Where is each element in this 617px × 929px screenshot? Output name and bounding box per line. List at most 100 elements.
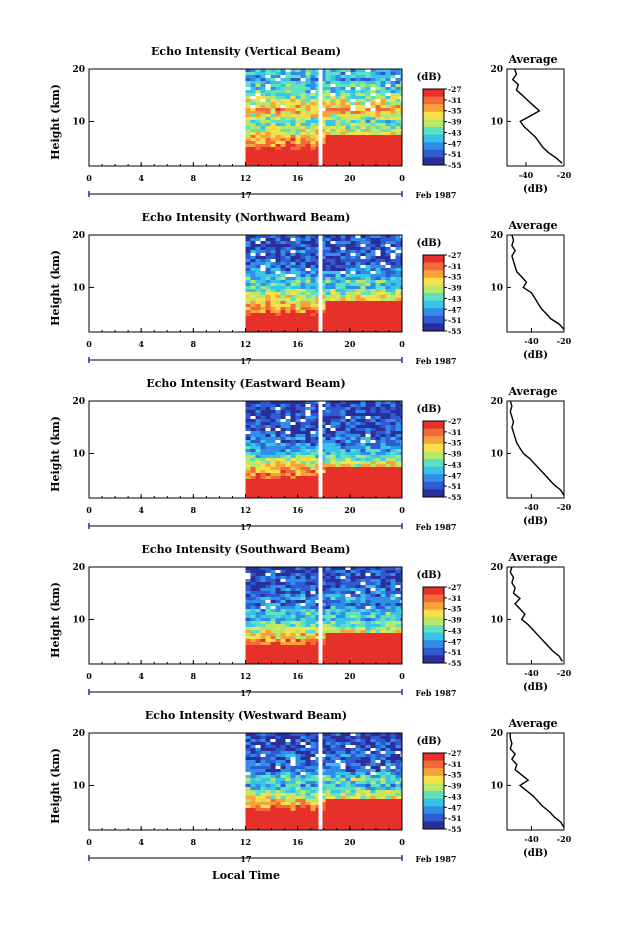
heatmap-cell bbox=[325, 425, 331, 429]
heatmap-cell bbox=[280, 742, 286, 746]
heatmap-cell bbox=[380, 651, 386, 655]
heatmap-cell bbox=[340, 75, 346, 79]
heatmap-cell bbox=[365, 636, 371, 640]
heatmap-cell bbox=[370, 407, 376, 411]
heatmap-cell bbox=[350, 588, 356, 592]
heatmap-cell bbox=[385, 84, 391, 88]
heatmap-cell bbox=[270, 93, 276, 97]
heatmap-cell bbox=[345, 449, 351, 453]
heatmap-cell bbox=[315, 147, 321, 151]
heatmap-cell bbox=[260, 648, 266, 652]
heatmap-cell bbox=[320, 111, 326, 115]
heatmap-cell bbox=[310, 328, 316, 332]
heatmap-cell bbox=[365, 461, 371, 465]
heatmap-cell bbox=[305, 739, 311, 743]
heatmap-cell bbox=[400, 81, 402, 85]
heatmap-cell bbox=[330, 757, 336, 761]
heatmap-cell bbox=[380, 491, 386, 495]
heatmap-cell bbox=[325, 81, 331, 85]
heatmap-cell bbox=[395, 422, 401, 426]
heatmap-cell bbox=[295, 585, 301, 589]
heatmap-cell bbox=[280, 313, 286, 317]
heatmap-cell bbox=[265, 582, 271, 586]
heatmap-cell bbox=[270, 253, 276, 257]
heatmap-cell bbox=[345, 75, 351, 79]
heatmap-cell bbox=[350, 443, 356, 447]
heatmap-cell bbox=[380, 262, 386, 266]
heatmap-cell bbox=[305, 419, 311, 423]
x-tick-label: 0 bbox=[86, 339, 92, 349]
heatmap-cell bbox=[300, 301, 306, 305]
heatmap-cell bbox=[305, 642, 311, 646]
heatmap-cell bbox=[295, 452, 301, 456]
heatmap-cell bbox=[365, 576, 371, 580]
heatmap-cell bbox=[250, 434, 256, 438]
heatmap-cell bbox=[375, 491, 381, 495]
heatmap-cell bbox=[300, 105, 306, 109]
heatmap-cell bbox=[245, 482, 251, 486]
heatmap-cell bbox=[290, 93, 296, 97]
heatmap-cell bbox=[250, 295, 256, 299]
heatmap-cell bbox=[315, 754, 321, 758]
heatmap-cell bbox=[365, 102, 371, 106]
heatmap-cell bbox=[365, 579, 371, 583]
heatmap-cell bbox=[255, 476, 261, 480]
heatmap-cell bbox=[245, 431, 251, 435]
heatmap-cell bbox=[295, 93, 301, 97]
heatmap-cell bbox=[245, 244, 251, 248]
heatmap-cell bbox=[385, 624, 391, 628]
heatmap-cell bbox=[340, 238, 346, 242]
heatmap-cell bbox=[250, 262, 256, 266]
heatmap-cell bbox=[270, 147, 276, 151]
heatmap-cell bbox=[280, 739, 286, 743]
heatmap-cell bbox=[305, 126, 311, 130]
heatmap-cell bbox=[370, 588, 376, 592]
heatmap-cell bbox=[350, 99, 356, 103]
heatmap-cell bbox=[315, 135, 321, 139]
heatmap-cell bbox=[360, 319, 366, 323]
heatmap-cell bbox=[285, 745, 291, 749]
heatmap-cell bbox=[365, 428, 371, 432]
heatmap-cell bbox=[395, 733, 401, 737]
heatmap-cell bbox=[260, 645, 266, 649]
heatmap-cell bbox=[245, 96, 251, 100]
heatmap-cell bbox=[260, 310, 266, 314]
heatmap-cell bbox=[345, 96, 351, 100]
heatmap-cell bbox=[370, 304, 376, 308]
heatmap-cell bbox=[265, 126, 271, 130]
heatmap-cell bbox=[315, 757, 321, 761]
heatmap-cell bbox=[260, 123, 266, 127]
heatmap-cell bbox=[280, 244, 286, 248]
heatmap-cell bbox=[355, 425, 361, 429]
heatmap-cell bbox=[375, 114, 381, 118]
heatmap-cell bbox=[330, 763, 336, 767]
heatmap-cell bbox=[245, 81, 251, 85]
heatmap-cell bbox=[315, 428, 321, 432]
heatmap-cell bbox=[360, 645, 366, 649]
heatmap-cell bbox=[325, 277, 331, 281]
heatmap-cell bbox=[365, 627, 371, 631]
heatmap-cell bbox=[375, 102, 381, 106]
heatmap-cell bbox=[390, 458, 396, 462]
heatmap-cell bbox=[285, 419, 291, 423]
heatmap-cell bbox=[340, 585, 346, 589]
heatmap-cell bbox=[315, 310, 321, 314]
heatmap-cell bbox=[360, 141, 366, 145]
colorbar-swatch bbox=[423, 323, 444, 332]
heatmap-cell bbox=[290, 452, 296, 456]
heatmap-cell bbox=[375, 413, 381, 417]
heatmap-cell bbox=[315, 609, 321, 613]
heatmap-cell bbox=[310, 606, 316, 610]
heatmap-cell bbox=[400, 497, 402, 498]
heatmap-cell bbox=[250, 141, 256, 145]
heatmap-cell bbox=[250, 268, 256, 272]
heatmap-cell bbox=[290, 479, 296, 483]
heatmap-cell bbox=[245, 250, 251, 254]
heatmap-cell bbox=[350, 328, 356, 332]
heatmap-cell bbox=[380, 90, 386, 94]
heatmap-cell bbox=[355, 99, 361, 103]
heatmap-cell bbox=[280, 141, 286, 145]
heatmap-cell bbox=[270, 739, 276, 743]
heatmap-cell bbox=[305, 162, 311, 166]
heatmap-cell bbox=[380, 627, 386, 631]
